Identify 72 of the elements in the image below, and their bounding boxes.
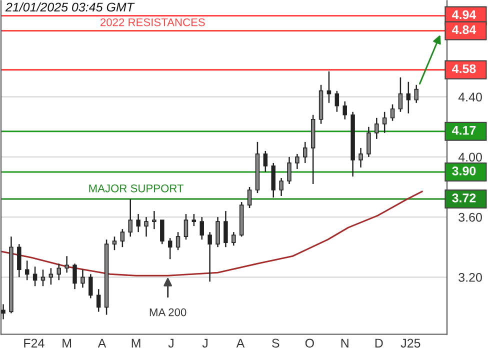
line-series <box>1 190 423 276</box>
candlestick <box>279 177 284 197</box>
candlestick <box>414 84 418 104</box>
candlestick <box>40 269 46 287</box>
candlestick <box>398 76 403 113</box>
candlestick <box>232 231 236 246</box>
x-tick-label: O <box>305 338 314 348</box>
candlestick <box>216 216 220 248</box>
x-tick-label: N <box>341 338 348 348</box>
candlestick <box>128 198 132 238</box>
candlestick <box>334 90 340 113</box>
x-tick-label: J <box>202 338 208 348</box>
candlestick <box>406 81 411 114</box>
annotation: 21/01/2025 03:45 GMT <box>5 2 135 12</box>
y-tick-label: 4.40 <box>458 92 482 102</box>
annotation: 2022 RESISTANCES <box>100 18 205 26</box>
candlestick <box>136 213 140 233</box>
candlestick <box>64 255 69 274</box>
candlestick <box>224 210 228 248</box>
ref-line-label: 4.94 <box>452 10 476 20</box>
candlestick <box>152 210 156 230</box>
candlestick <box>24 260 30 281</box>
annotation: MAJOR SUPPORT <box>89 184 184 192</box>
candlestick <box>120 228 125 248</box>
candlestick <box>17 243 22 278</box>
candlestick <box>112 236 117 251</box>
candlestick <box>72 263 77 290</box>
candlestick <box>208 231 212 282</box>
candlestick <box>358 147 363 168</box>
candlestick <box>374 117 379 140</box>
x-tick-label: A <box>236 338 245 348</box>
x-tick-label: J25 <box>400 338 420 348</box>
x-tick-label: A <box>98 338 106 348</box>
candlestick <box>96 288 101 312</box>
candlestick <box>263 150 268 173</box>
candlestick <box>192 213 196 227</box>
candlestick <box>295 153 300 170</box>
candlestick <box>303 141 308 164</box>
ref-line-label: 4.17 <box>452 126 476 135</box>
candlestick <box>56 263 61 281</box>
candlestick <box>144 216 148 238</box>
x-tick-label: M <box>62 338 72 348</box>
x-tick-label: D <box>375 338 383 348</box>
candlestick <box>168 237 172 260</box>
candlestick <box>160 219 164 245</box>
candlestick <box>176 231 180 251</box>
candlestick <box>326 70 332 104</box>
ref-line-label: 4.58 <box>452 64 476 74</box>
candlestick <box>366 126 371 158</box>
x-tick-label: M <box>132 338 140 348</box>
candlestick <box>48 268 54 286</box>
annotation: MA 200 <box>150 308 186 316</box>
x-tick-label: S <box>272 338 280 348</box>
candlestick <box>342 100 347 120</box>
candlestick <box>287 156 292 185</box>
candlestick <box>247 186 252 209</box>
candlestick <box>390 104 395 122</box>
y-tick-label: 4.00 <box>458 152 482 162</box>
ref-line-label: 3.90 <box>452 166 476 176</box>
x-tick-label: F24 <box>24 338 44 348</box>
candlestick <box>32 266 38 287</box>
y-tick-label: 3.60 <box>458 212 482 222</box>
x-tick-label: J <box>168 338 174 348</box>
y-tick-label: 3.20 <box>458 272 482 282</box>
candlestick <box>80 269 85 288</box>
candlestick <box>200 216 204 240</box>
candlestick <box>184 213 188 240</box>
ref-line-label: 3.72 <box>452 194 476 202</box>
candlestick <box>382 111 387 134</box>
ref-line-label: 4.84 <box>452 25 476 34</box>
candlestick <box>1 304 6 320</box>
candlestick <box>88 274 93 299</box>
